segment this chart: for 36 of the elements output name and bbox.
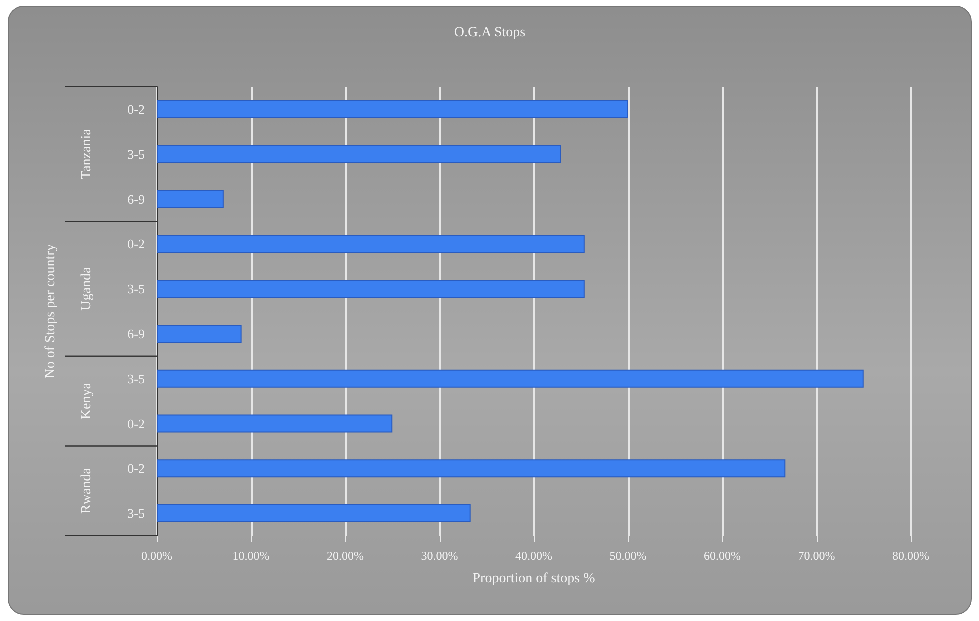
- y-tick-label: 6-9: [128, 192, 145, 207]
- y-tick-label: 3-5: [128, 146, 145, 162]
- x-tick-label: 60.00%: [704, 549, 741, 563]
- x-tick-label: 50.00%: [610, 549, 647, 563]
- x-tick-label: 0.00%: [142, 549, 172, 563]
- y-tick-label: 0-2: [128, 416, 145, 432]
- y-tick-label: 3-5: [128, 282, 145, 297]
- x-axis-title: Proportion of stops %: [472, 572, 596, 586]
- y-tick-label: 3-5: [128, 506, 145, 522]
- y-tick-label: 6-9: [128, 326, 145, 342]
- x-tick-label: 10.00%: [232, 549, 270, 563]
- x-tick-label: 70.00%: [798, 549, 836, 563]
- x-tick-label: 40.00%: [516, 549, 552, 563]
- bar: [157, 324, 242, 343]
- bar: [157, 235, 585, 254]
- bar: [157, 280, 585, 298]
- text: Tanzania: [80, 128, 94, 180]
- text: Uganda: [80, 266, 94, 311]
- text: Rwanda: [80, 467, 94, 514]
- bar: [157, 504, 471, 523]
- y-tick-label: 0-2: [128, 461, 145, 476]
- x-tick-label: 20.00%: [327, 549, 364, 563]
- bar: [157, 100, 628, 118]
- bar: [157, 145, 562, 164]
- chart-title: O.G.A Stops: [454, 26, 526, 40]
- bar: [157, 190, 224, 208]
- text: Kenya: [80, 382, 94, 420]
- bar: [157, 414, 393, 433]
- y-tick-label: 3-5: [128, 371, 145, 386]
- bar: [157, 460, 786, 478]
- bar: [157, 370, 864, 388]
- x-tick-label: 30.00%: [421, 549, 458, 563]
- x-tick-label: 80.00%: [892, 549, 930, 563]
- y-axis-title: No of Stops per country: [44, 244, 58, 379]
- y-tick-label: 0-2: [128, 102, 145, 117]
- y-tick-label: 0-2: [128, 236, 145, 252]
